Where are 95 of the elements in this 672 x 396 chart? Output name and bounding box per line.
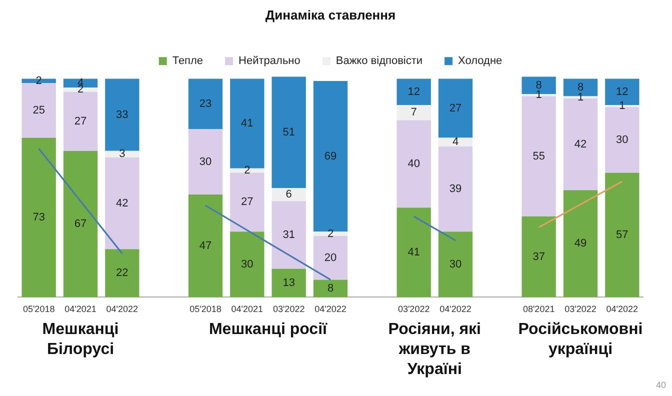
bar [605, 107, 640, 173]
data-label: 6 [286, 188, 292, 201]
legend-label: Важко відповісти [336, 55, 423, 68]
data-label: 42 [574, 138, 587, 150]
data-label: 4 [452, 136, 459, 148]
x-tick-label: 08'2021 [522, 304, 555, 314]
bar [22, 138, 56, 298]
data-label: 33 [116, 108, 128, 121]
data-label: 27 [241, 196, 254, 208]
text: 40 [656, 380, 666, 390]
data-label: 39 [449, 183, 462, 196]
data-label: 7 [410, 106, 417, 119]
bar [63, 92, 98, 151]
data-label: 12 [408, 86, 420, 98]
bar [105, 157, 140, 250]
data-label: 2 [244, 164, 250, 177]
data-label: 31 [282, 228, 295, 241]
bar [63, 150, 98, 298]
data-label: 37 [532, 250, 545, 263]
data-label: 8 [327, 282, 334, 294]
chart-title: Динаміка ставлення [265, 7, 396, 22]
data-label: 20 [324, 252, 337, 264]
data-label: 27 [74, 115, 87, 128]
bar [188, 194, 223, 298]
data-label: 57 [616, 228, 628, 241]
data-label: 27 [449, 102, 462, 114]
data-label: 30 [241, 258, 254, 270]
x-tick-label: 04'2022 [314, 304, 346, 314]
bar [188, 129, 223, 195]
bar [438, 146, 473, 232]
data-label: 8 [577, 82, 584, 94]
bar [272, 76, 306, 188]
bar [438, 232, 473, 298]
text: Мешканці Білорусі [41, 320, 120, 360]
bar [396, 104, 431, 120]
data-label: 13 [282, 277, 295, 290]
bar [522, 96, 556, 216]
bar [396, 78, 431, 105]
text: Росіяни, які живуть в Україні [387, 320, 482, 380]
data-label: 30 [616, 134, 628, 146]
data-label: 3 [119, 148, 126, 160]
data-label: 67 [74, 218, 87, 230]
text: Мешканці росії [208, 320, 328, 340]
data-label: 51 [282, 126, 295, 138]
bar [438, 78, 473, 138]
x-tick-label: 03'2022 [398, 304, 430, 314]
x-tick-label: 04'2022 [106, 304, 138, 314]
bar [22, 83, 56, 138]
bar [438, 138, 473, 146]
data-label: 2 [327, 228, 334, 240]
bar [105, 150, 140, 158]
x-tick-label: 04'2021 [231, 304, 264, 314]
data-label: 41 [408, 246, 420, 258]
bar [272, 268, 306, 298]
bar [313, 236, 348, 280]
bar [272, 188, 306, 202]
data-label: 69 [324, 150, 337, 162]
data-label: 30 [449, 258, 462, 270]
legend-label: Холодне [458, 55, 502, 68]
bar [563, 190, 598, 298]
legend-label: Тепле [172, 55, 204, 68]
x-tick-label: 04'2021 [64, 304, 96, 314]
text: Російськомовні українці [517, 320, 644, 360]
bar [272, 201, 306, 269]
data-label: 42 [116, 197, 128, 210]
bar [105, 249, 140, 298]
data-label: 30 [199, 156, 212, 168]
bar [230, 232, 264, 298]
x-tick-label: 03'2022 [272, 304, 305, 314]
bar [396, 120, 431, 208]
bar [230, 172, 264, 232]
data-label: 23 [199, 98, 212, 110]
x-tick-label: 05'2018 [22, 304, 55, 314]
bar [522, 216, 556, 298]
bar [313, 280, 348, 298]
data-label: 22 [116, 267, 128, 280]
data-label: 47 [199, 240, 212, 252]
bar [188, 78, 223, 130]
data-label: 8 [536, 79, 542, 92]
x-tick-label: 05'2018 [190, 304, 222, 314]
data-label: 40 [408, 158, 420, 170]
bar [396, 208, 431, 298]
data-label: 73 [32, 212, 45, 224]
bar [605, 172, 640, 298]
x-tick-label: 04'2022 [606, 304, 638, 314]
data-label: 12 [616, 86, 628, 98]
data-label: 41 [241, 118, 254, 130]
data-label: 2 [77, 84, 84, 96]
x-tick-label: 04'2022 [440, 304, 472, 314]
data-label: 25 [32, 104, 45, 116]
bar [105, 78, 140, 151]
x-tick-label: 03'2022 [564, 304, 596, 314]
data-label: 49 [574, 238, 587, 250]
data-label: 55 [532, 150, 545, 162]
legend-label: Нейтрально [238, 55, 300, 68]
